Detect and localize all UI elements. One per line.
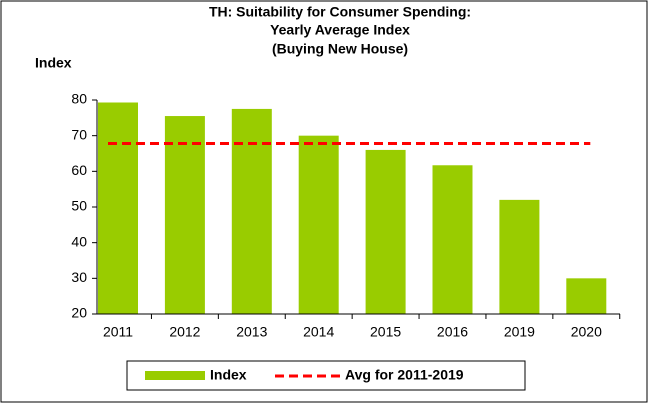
bar [499, 199, 540, 314]
bar [231, 108, 272, 315]
x-tick-label: 2014 [303, 324, 334, 340]
bar [98, 102, 138, 314]
bar [298, 135, 339, 314]
x-tick-label: 2013 [236, 324, 267, 340]
bar [365, 149, 406, 314]
y-tick-label: 50 [71, 198, 87, 214]
x-tick-label: 2012 [169, 324, 200, 340]
chart-title: (Buying New House) [272, 41, 408, 57]
bar [164, 116, 205, 314]
x-tick-label: 2015 [370, 324, 401, 340]
x-tick-label: 2011 [103, 324, 133, 340]
legend-label: Avg for 2011-2019 [345, 367, 464, 383]
y-axis-label: Index [35, 55, 72, 71]
y-tick-label: 20 [71, 305, 87, 321]
y-tick-label: 60 [71, 162, 87, 178]
y-tick-label: 40 [71, 233, 87, 249]
x-tick-label: 2019 [504, 324, 535, 340]
legend-swatch [145, 371, 205, 380]
bar [566, 278, 607, 314]
x-tick-label: 2020 [571, 324, 602, 340]
chart-title: TH: Suitability for Consumer Spending: [209, 4, 471, 20]
x-tick-label: 2016 [437, 324, 468, 340]
legend-label: Index [210, 367, 247, 383]
y-tick-label: 80 [71, 91, 87, 107]
bar [432, 165, 473, 314]
y-tick-label: 30 [71, 269, 87, 285]
chart-title: Yearly Average Index [270, 22, 410, 38]
y-tick-label: 70 [71, 126, 87, 142]
